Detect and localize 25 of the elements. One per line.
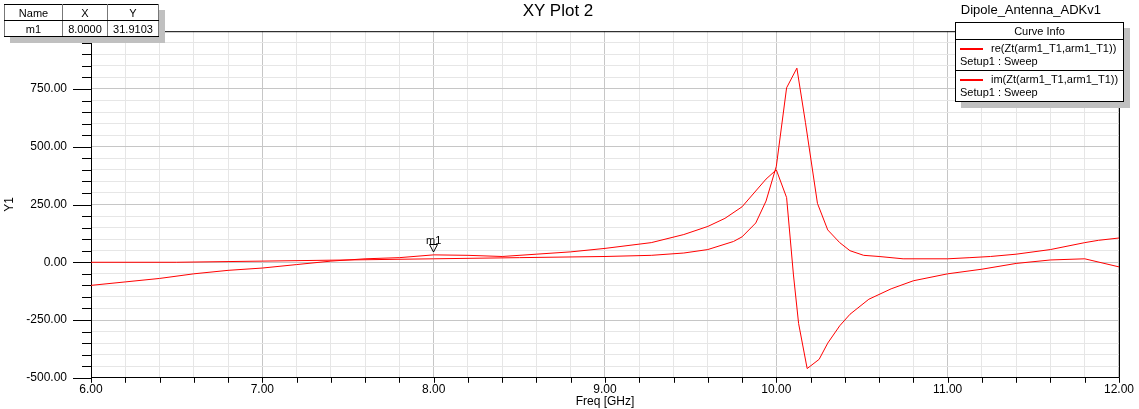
legend-label: re(Zt(arm1_T1,arm1_T1)) Setup1 : Sweep: [959, 41, 1118, 69]
y-tick-label: 750.00: [30, 81, 68, 96]
text: m1: [4, 20, 63, 37]
x-tick-label: 12.00: [1103, 382, 1135, 397]
annotation: m1: [426, 233, 442, 246]
annotation: 31.9103: [107, 20, 159, 37]
text: Name: [4, 4, 63, 21]
text: X: [62, 4, 108, 21]
x-tick-label: 10.00: [761, 382, 792, 397]
y-tick-label: -250.00: [26, 312, 68, 327]
text: Y: [107, 4, 159, 21]
y-tick-label: 0.00: [43, 254, 68, 269]
x-tick-label: 11.00: [933, 382, 963, 397]
x-tick-label: 7.00: [250, 382, 275, 397]
legend-title: Curve Info: [956, 23, 1123, 40]
chart-title: XY Plot 2: [522, 0, 594, 20]
annotation: 8.0000: [62, 20, 108, 37]
x-tick-label: 6.00: [79, 382, 103, 397]
legend-label: im(Zt(arm1_T1,arm1_T1)) Setup1 : Sweep: [956, 70, 1123, 101]
y-tick-label: 500.00: [30, 139, 68, 154]
y-axis-title: Y1: [1, 196, 16, 212]
chart-subtitle: Dipole_Antenna_ADKv1: [960, 1, 1101, 17]
x-tick-label: 8.00: [421, 382, 446, 397]
y-tick-label: 250.00: [30, 196, 68, 211]
y-tick-label: -500.00: [26, 370, 68, 385]
